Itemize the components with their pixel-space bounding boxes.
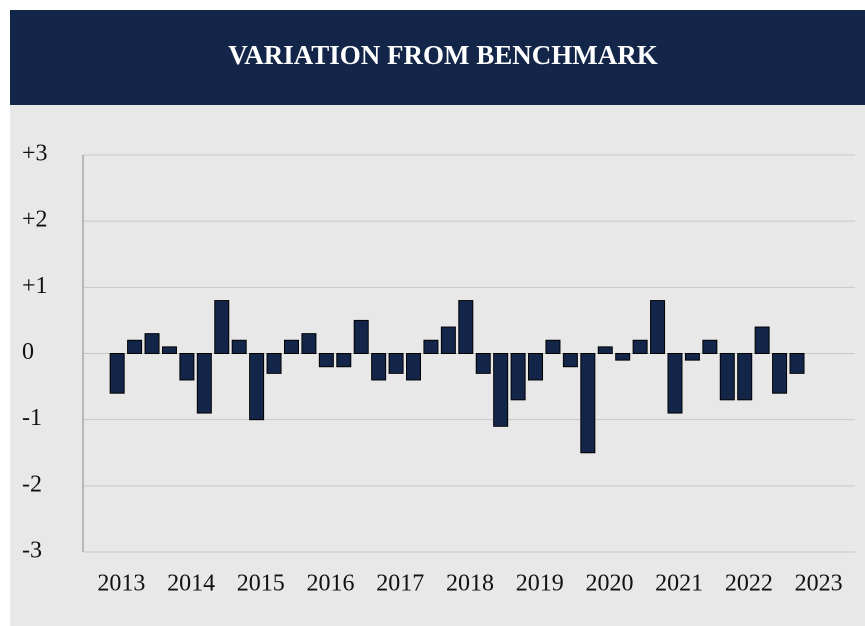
bar (475, 353, 491, 374)
bar (545, 339, 561, 354)
bar (440, 326, 456, 354)
x-tick-label: 2013 (97, 571, 145, 597)
bar (127, 339, 143, 354)
bar (231, 339, 247, 354)
x-tick-label: 2023 (795, 571, 843, 597)
bar (510, 353, 526, 401)
chart-title: VARIATION FROM BENCHMARK (228, 40, 658, 70)
bar (684, 353, 700, 361)
x-tick-label: 2018 (446, 571, 494, 597)
bar (458, 300, 474, 355)
y-tick-label: -3 (22, 538, 42, 564)
x-tick-label: 2021 (655, 571, 703, 597)
y-tick-label: +2 (22, 207, 48, 233)
bar (161, 346, 177, 354)
bar (650, 300, 666, 355)
bar (562, 353, 578, 368)
x-tick-label: 2019 (516, 571, 564, 597)
bar (493, 353, 509, 427)
x-tick-label: 2017 (376, 571, 424, 597)
y-tick-label: -2 (22, 471, 42, 497)
bar (737, 353, 753, 401)
bar (388, 353, 404, 374)
bar (406, 353, 422, 381)
x-tick-label: 2015 (237, 571, 285, 597)
x-tick-label: 2020 (585, 571, 633, 597)
x-tick-label: 2014 (167, 571, 215, 597)
title-banner (10, 10, 865, 105)
bar (615, 353, 631, 361)
bar (249, 353, 265, 421)
y-tick-label: +3 (22, 141, 48, 167)
bar (528, 353, 544, 381)
bar (318, 353, 334, 368)
bar (789, 353, 805, 374)
y-tick-label: -1 (22, 405, 42, 431)
bar (580, 353, 596, 454)
x-tick-label: 2016 (307, 571, 355, 597)
bar (109, 353, 125, 394)
bar (371, 353, 387, 381)
bar (179, 353, 195, 381)
bar (196, 353, 212, 414)
bar (301, 333, 317, 354)
bar (266, 353, 282, 374)
bar (423, 339, 439, 354)
plot-background (10, 105, 865, 626)
x-tick-label: 2022 (725, 571, 773, 597)
bar (214, 300, 230, 355)
bar (754, 326, 770, 354)
bar (719, 353, 735, 401)
bar (283, 339, 299, 354)
bar (353, 319, 369, 354)
bar (144, 333, 160, 354)
bar (632, 339, 648, 354)
bar (702, 339, 718, 354)
bar (667, 353, 683, 414)
bar (336, 353, 352, 368)
y-tick-label: 0 (22, 339, 34, 365)
y-tick-label: +1 (22, 273, 48, 299)
bar (772, 353, 788, 394)
bar (597, 346, 613, 354)
